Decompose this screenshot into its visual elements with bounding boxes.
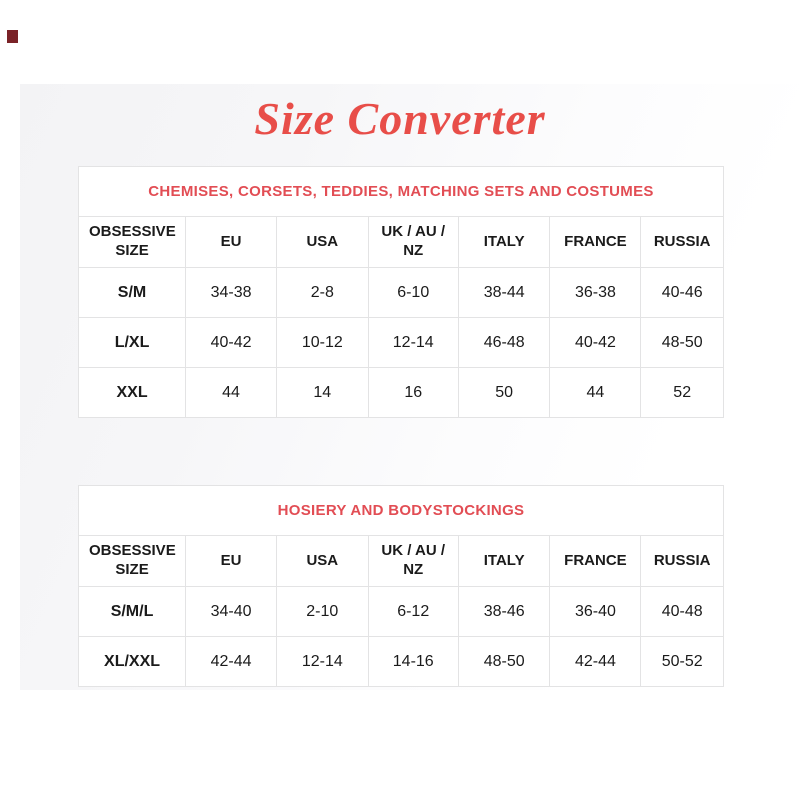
size-cell: 40-42	[185, 317, 277, 368]
row-label: S/M	[77, 267, 187, 318]
size-cell: 44	[185, 367, 277, 418]
size-cell: 48-50	[457, 636, 551, 687]
column-header: USA	[276, 216, 369, 268]
table-caption: CHEMISES, CORSETS, TEDDIES, MATCHING SET…	[78, 166, 724, 217]
table-row: L/XL 40-42 10-12 12-14 46-48 40-42 48-50	[77, 317, 724, 368]
size-cell: 12-14	[367, 317, 459, 368]
size-cell: 34-40	[185, 586, 277, 637]
size-cell: 52	[640, 367, 724, 418]
size-cell: 38-46	[457, 586, 551, 637]
table-caption-row: CHEMISES, CORSETS, TEDDIES, MATCHING SET…	[78, 166, 724, 217]
table-row: S/M 34-38 2-8 6-10 38-44 36-38 40-46	[77, 267, 724, 318]
page-title: Size Converter	[254, 93, 546, 144]
size-cell: 46-48	[457, 317, 551, 368]
size-cell: 40-42	[549, 317, 642, 368]
column-header: ITALY	[457, 535, 551, 587]
column-header: FRANCE	[549, 535, 642, 587]
column-header: OBSESSIVE SIZE	[77, 216, 187, 268]
row-label: L/XL	[77, 317, 187, 368]
row-label: XL/XXL	[77, 636, 187, 687]
size-cell: 40-48	[640, 586, 724, 637]
table-row: XXL 44 14 16 50 44 52	[77, 367, 724, 418]
size-cell: 40-46	[640, 267, 724, 318]
size-cell: 44	[549, 367, 642, 418]
row-label: XXL	[77, 367, 187, 418]
column-header: UK / AU / NZ	[367, 535, 459, 587]
table-row: XL/XXL 42-44 12-14 14-16 48-50 42-44 50-52	[77, 636, 724, 687]
size-cell: 42-44	[185, 636, 277, 687]
size-cell: 6-10	[367, 267, 459, 318]
size-cell: 36-38	[549, 267, 642, 318]
table-caption-row: HOSIERY AND BODYSTOCKINGS	[78, 485, 724, 536]
column-header: FRANCE	[549, 216, 642, 268]
size-cell: 14	[276, 367, 369, 418]
size-cell: 50	[457, 367, 551, 418]
size-cell: 38-44	[457, 267, 551, 318]
size-cell: 2-8	[276, 267, 369, 318]
size-cell: 36-40	[549, 586, 642, 637]
table-header-row: OBSESSIVE SIZE EU USA UK / AU / NZ ITALY FRAN…	[77, 216, 724, 268]
table-header-row: OBSESSIVE SIZE EU USA UK / AU / NZ ITALY FRAN…	[77, 535, 724, 587]
size-cell: 16	[367, 367, 459, 418]
column-header: UK / AU / NZ	[367, 216, 459, 268]
size-cell: 14-16	[367, 636, 459, 687]
column-header: EU	[185, 535, 277, 587]
size-cell: 6-12	[367, 586, 459, 637]
size-cell: 42-44	[549, 636, 642, 687]
column-header: ITALY	[457, 216, 551, 268]
size-cell: 2-10	[276, 586, 369, 637]
table-caption: HOSIERY AND BODYSTOCKINGS	[78, 485, 724, 536]
column-header: USA	[276, 535, 369, 587]
table-row: S/M/L 34-40 2-10 6-12 38-46 36-40 40-48	[77, 586, 724, 637]
column-header: RUSSIA	[640, 216, 724, 268]
column-header: OBSESSIVE SIZE	[77, 535, 187, 587]
size-table-hosiery: HOSIERY AND BODYSTOCKINGS OBSESSIVE SIZE E…	[77, 485, 724, 687]
size-table-chemises: CHEMISES, CORSETS, TEDDIES, MATCHING SET…	[77, 166, 724, 418]
size-cell: 12-14	[276, 636, 369, 687]
size-cell: 48-50	[640, 317, 724, 368]
column-header: EU	[185, 216, 277, 268]
logo-mark	[7, 30, 18, 43]
size-cell: 10-12	[276, 317, 369, 368]
size-cell: 34-38	[185, 267, 277, 318]
column-header: RUSSIA	[640, 535, 724, 587]
size-cell: 50-52	[640, 636, 724, 687]
row-label: S/M/L	[77, 586, 187, 637]
